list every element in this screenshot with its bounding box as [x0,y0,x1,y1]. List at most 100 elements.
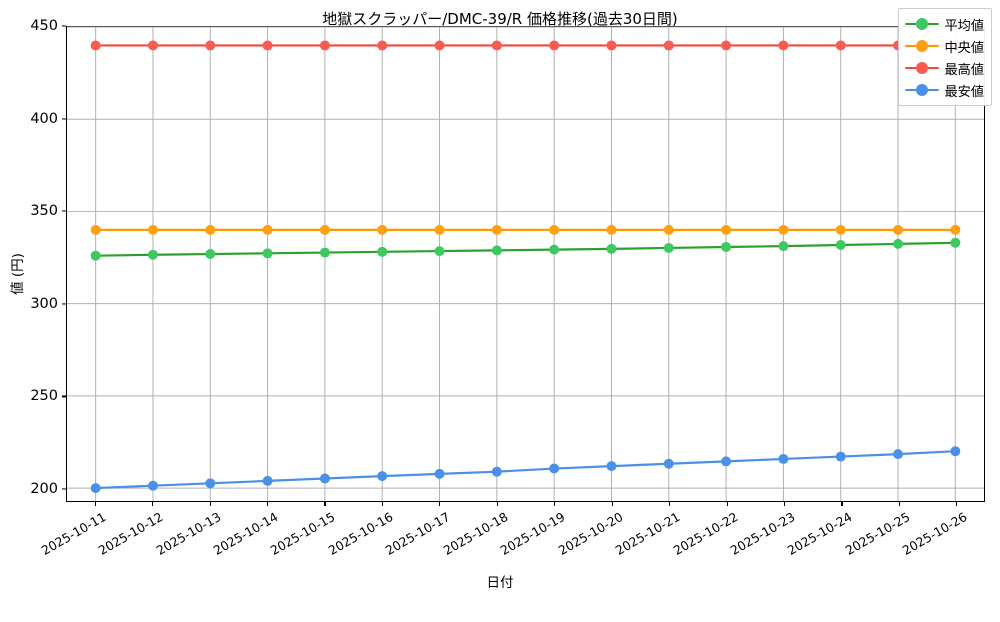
data-point-marker[interactable] [721,224,732,235]
data-point-marker[interactable] [262,248,273,259]
data-point-marker[interactable] [319,40,330,51]
y-tick-label: 300 [30,295,58,312]
data-point-marker[interactable] [606,224,617,235]
legend-item[interactable]: 最高値 [905,58,984,78]
series-line [94,241,957,257]
x-tick-mark [956,502,958,506]
y-tick-label: 200 [30,481,58,498]
data-point-marker[interactable] [262,475,273,486]
data-point-marker[interactable] [377,471,388,482]
y-axis-label: 値 (円) [10,253,26,295]
data-series-layer [90,40,961,494]
y-tick-mark [62,303,66,305]
data-point-marker[interactable] [377,40,388,51]
x-tick-mark [267,502,269,506]
data-point-marker[interactable] [549,244,560,255]
data-point-marker[interactable] [90,483,101,494]
data-point-marker[interactable] [434,468,445,479]
x-axis-label: 日付 [486,575,514,591]
data-point-marker[interactable] [491,40,502,51]
data-point-marker[interactable] [606,243,617,254]
data-point-marker[interactable] [950,224,961,235]
plot-area [66,26,985,502]
y-tick-mark [62,25,66,27]
data-point-marker[interactable] [90,40,101,51]
data-point-marker[interactable] [90,224,101,235]
data-point-marker[interactable] [950,237,961,248]
y-tick-label: 450 [30,18,58,34]
data-point-marker[interactable] [606,40,617,51]
data-point-marker[interactable] [721,242,732,253]
data-point-marker[interactable] [778,241,789,252]
data-point-marker[interactable] [434,246,445,257]
data-point-marker[interactable] [663,242,674,253]
data-point-marker[interactable] [491,245,502,256]
y-tick-label: 250 [30,388,58,405]
data-point-marker[interactable] [319,247,330,258]
y-tick-label: 350 [30,203,58,220]
data-point-marker[interactable] [319,224,330,235]
data-point-marker[interactable] [147,40,158,51]
data-point-marker[interactable] [835,240,846,250]
data-point-marker[interactable] [893,449,904,460]
x-tick-mark [152,502,154,506]
legend-item[interactable]: 中央値 [905,36,984,56]
data-point-marker[interactable] [835,40,846,51]
data-point-marker[interactable] [835,451,846,462]
y-tick-mark [62,118,66,120]
data-point-marker[interactable] [950,446,961,457]
data-point-marker[interactable] [778,40,789,51]
data-point-marker[interactable] [663,458,674,469]
data-point-marker[interactable] [663,40,674,51]
data-point-marker[interactable] [147,224,158,235]
data-point-marker[interactable] [491,224,502,235]
x-tick-mark [381,502,383,506]
data-point-marker[interactable] [205,478,216,489]
legend-label: 中央値 [944,40,984,56]
data-point-marker[interactable] [205,40,216,51]
data-point-marker[interactable] [721,40,732,51]
x-tick-mark [841,502,843,506]
data-point-marker[interactable] [549,224,560,235]
data-point-marker[interactable] [205,224,216,235]
data-point-marker[interactable] [147,480,158,491]
chart-legend[interactable]: 平均値中央値最高値最安値 [898,8,992,106]
x-tick-mark [669,502,671,506]
data-point-marker[interactable] [434,40,445,51]
data-point-marker[interactable] [377,224,388,235]
y-tick-mark [62,488,66,490]
chart-title: 地獄スクラッパー/DMC-39/R 価格推移(過去30日間) [322,10,678,28]
legend-label: 最安値 [944,84,984,100]
data-point-marker[interactable] [147,249,158,260]
data-point-marker[interactable] [549,40,560,51]
data-point-marker[interactable] [434,224,445,235]
legend-label: 平均値 [944,18,984,34]
data-point-marker[interactable] [778,453,789,464]
data-point-marker[interactable] [549,463,560,474]
data-point-marker[interactable] [606,461,617,472]
data-point-marker[interactable] [835,224,846,235]
x-tick-mark [94,502,96,506]
x-tick-mark [783,502,786,506]
data-point-marker[interactable] [90,250,101,261]
data-point-marker[interactable] [377,246,388,257]
data-point-marker[interactable] [893,238,904,249]
data-point-marker[interactable] [491,466,502,477]
data-point-marker[interactable] [262,40,273,51]
data-point-marker[interactable] [893,224,904,235]
legend-item[interactable]: 最安値 [905,80,984,100]
x-tick-mark [209,502,211,506]
x-tick-mark [726,502,728,506]
data-point-marker[interactable] [721,456,732,467]
data-point-marker[interactable] [319,473,330,484]
x-tick-mark [898,502,900,506]
legend-item[interactable]: 平均値 [905,14,984,34]
data-point-marker[interactable] [205,249,216,260]
x-tick-mark [611,502,613,506]
data-point-marker[interactable] [262,224,273,235]
x-tick-mark [554,502,556,506]
grid-lines [67,26,984,501]
data-point-marker[interactable] [778,224,789,235]
data-point-marker[interactable] [663,224,674,235]
legend-label: 最高値 [944,62,984,78]
